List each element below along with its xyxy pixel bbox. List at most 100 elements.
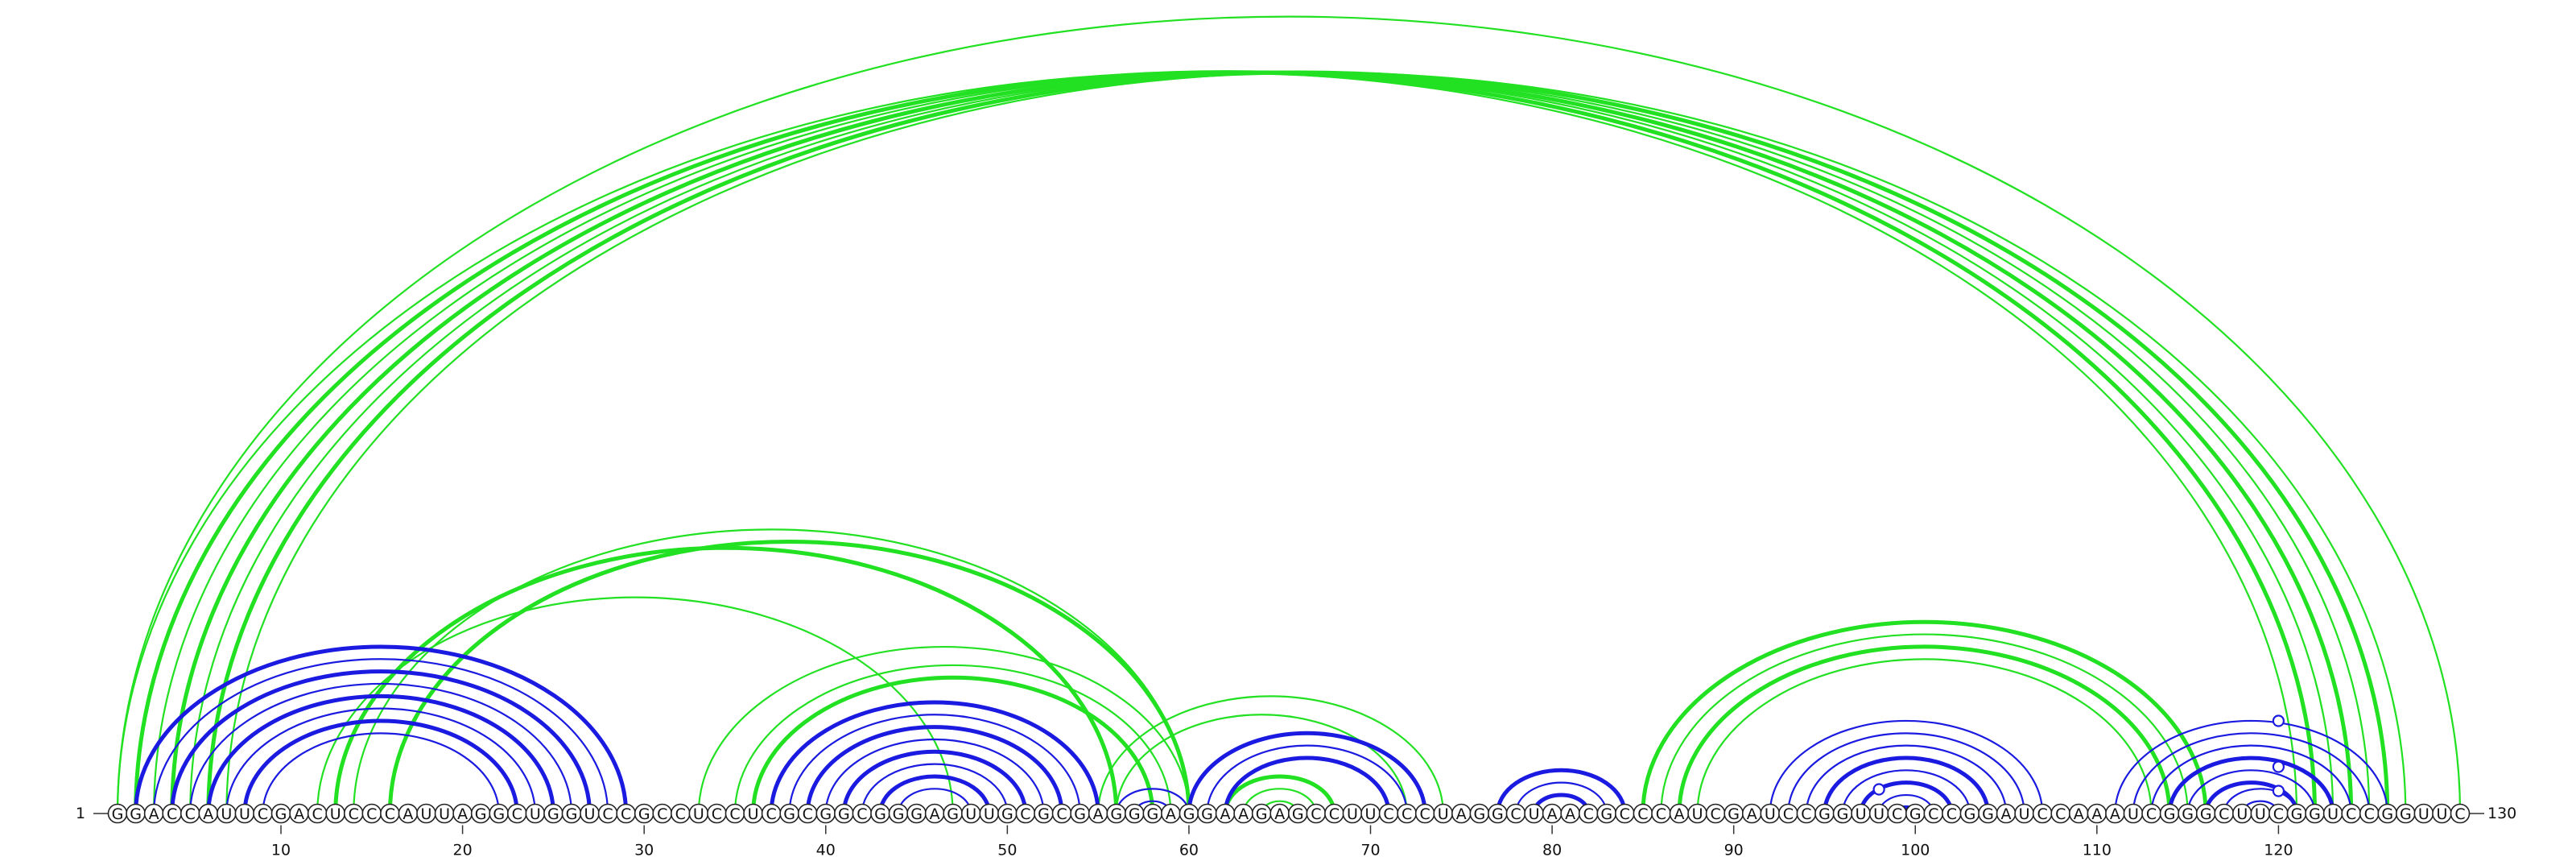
alt-arc-36-58: [751, 676, 1155, 814]
primary-arc-8-23: [242, 718, 519, 814]
base-25: G: [543, 803, 564, 824]
base-2: G: [126, 803, 146, 824]
base-98: U: [1868, 803, 1889, 824]
base-9: C: [253, 803, 273, 824]
base-77: G: [1488, 803, 1508, 824]
alt-arc-13-56: [333, 545, 1119, 814]
svg-text:C: C: [2037, 805, 2048, 823]
svg-text:U: U: [1692, 805, 1703, 823]
position-ticks: 10 20 30 40 50 60 70 80 90 100 110 120: [271, 825, 2293, 857]
svg-text:G: G: [2182, 805, 2194, 823]
base-81: A: [1560, 803, 1580, 824]
svg-text:G: G: [1201, 805, 1213, 823]
tick-label-70: 70: [1360, 842, 1380, 857]
primary-arc-62-71: [1223, 756, 1391, 814]
base-110: A: [2087, 803, 2107, 824]
svg-text:G: G: [475, 805, 487, 823]
svg-text:A: A: [457, 805, 468, 823]
primary-arc-43-49: [877, 774, 992, 814]
loop-marker-0: [2272, 714, 2285, 727]
svg-text:G: G: [1146, 805, 1158, 823]
svg-text:U: U: [2418, 805, 2429, 823]
base-27: U: [580, 803, 600, 824]
alt-arc-35-59: [733, 664, 1172, 814]
base-20: A: [452, 803, 473, 824]
base-62: A: [1215, 803, 1236, 824]
tick-label-50: 50: [997, 842, 1017, 857]
primary-arcs: [134, 644, 2388, 814]
primary-arc-92-107: [1769, 720, 2044, 814]
alt-arc-56-72: [1115, 714, 1408, 814]
base-30: G: [634, 803, 654, 824]
base-119: U: [2250, 803, 2271, 824]
loop-marker-2: [1872, 783, 1885, 796]
base-11: A: [289, 803, 309, 824]
svg-text:A: A: [930, 805, 940, 823]
base-85: C: [1633, 803, 1653, 824]
svg-text:A: A: [294, 805, 304, 823]
svg-text:C: C: [167, 805, 177, 823]
base-94: C: [1796, 803, 1817, 824]
loop-markers: [1872, 714, 2285, 797]
base-68: C: [1324, 803, 1344, 824]
base-57: G: [1124, 803, 1145, 824]
primary-arc-77-84: [1495, 768, 1627, 814]
base-63: A: [1233, 803, 1253, 824]
svg-text:C: C: [1656, 805, 1666, 823]
base-114: G: [2159, 803, 2180, 824]
svg-text:C: C: [2273, 805, 2284, 823]
svg-text:A: A: [1547, 805, 1558, 823]
svg-text:U: U: [330, 805, 341, 823]
svg-text:C: C: [185, 805, 196, 823]
alt-arc-12-47: [316, 597, 954, 814]
svg-text:C: C: [1892, 805, 1902, 823]
primary-arc-9-22: [262, 732, 500, 814]
svg-text:C: C: [1710, 805, 1720, 823]
base-87: A: [1669, 803, 1690, 824]
svg-text:U: U: [2255, 805, 2266, 823]
base-38: G: [779, 803, 799, 824]
svg-text:A: A: [402, 805, 413, 823]
svg-text:G: G: [2164, 805, 2176, 823]
alternative-arcs: [116, 15, 2462, 814]
svg-text:A: A: [149, 805, 159, 823]
svg-text:C: C: [657, 805, 667, 823]
svg-text:C: C: [2055, 805, 2066, 823]
svg-text:U: U: [2236, 805, 2248, 823]
svg-text:G: G: [1074, 805, 1086, 823]
base-105: A: [1996, 803, 2017, 824]
base-44: G: [888, 803, 909, 824]
base-53: C: [1051, 803, 1072, 824]
svg-text:G: G: [838, 805, 850, 823]
base-35: C: [724, 803, 745, 824]
svg-text:U: U: [2019, 805, 2030, 823]
base-13: U: [325, 803, 345, 824]
svg-text:G: G: [130, 805, 142, 823]
base-48: U: [960, 803, 981, 824]
svg-text:U: U: [1529, 805, 1540, 823]
base-104: G: [1978, 803, 1998, 824]
base-37: C: [761, 803, 782, 824]
svg-text:A: A: [2110, 805, 2120, 823]
svg-text:C: C: [602, 805, 613, 823]
svg-text:U: U: [693, 805, 704, 823]
base-39: C: [797, 803, 818, 824]
base-4: C: [162, 803, 182, 824]
primary-arc-112-125: [2132, 732, 2371, 814]
svg-text:U: U: [965, 805, 976, 823]
svg-text:G: G: [275, 805, 287, 823]
base-90: G: [1724, 803, 1744, 824]
base-73: C: [1414, 803, 1435, 824]
base-8: U: [234, 803, 255, 824]
svg-text:U: U: [530, 805, 541, 823]
loop-marker-1: [2272, 760, 2285, 773]
svg-text:U: U: [584, 805, 596, 823]
svg-text:G: G: [2309, 805, 2321, 823]
base-84: C: [1615, 803, 1635, 824]
primary-arc-37-55: [769, 700, 1100, 814]
base-115: G: [2178, 803, 2198, 824]
base-103: G: [1959, 803, 1980, 824]
svg-text:G: G: [1600, 805, 1612, 823]
base-99: C: [1887, 803, 1907, 824]
